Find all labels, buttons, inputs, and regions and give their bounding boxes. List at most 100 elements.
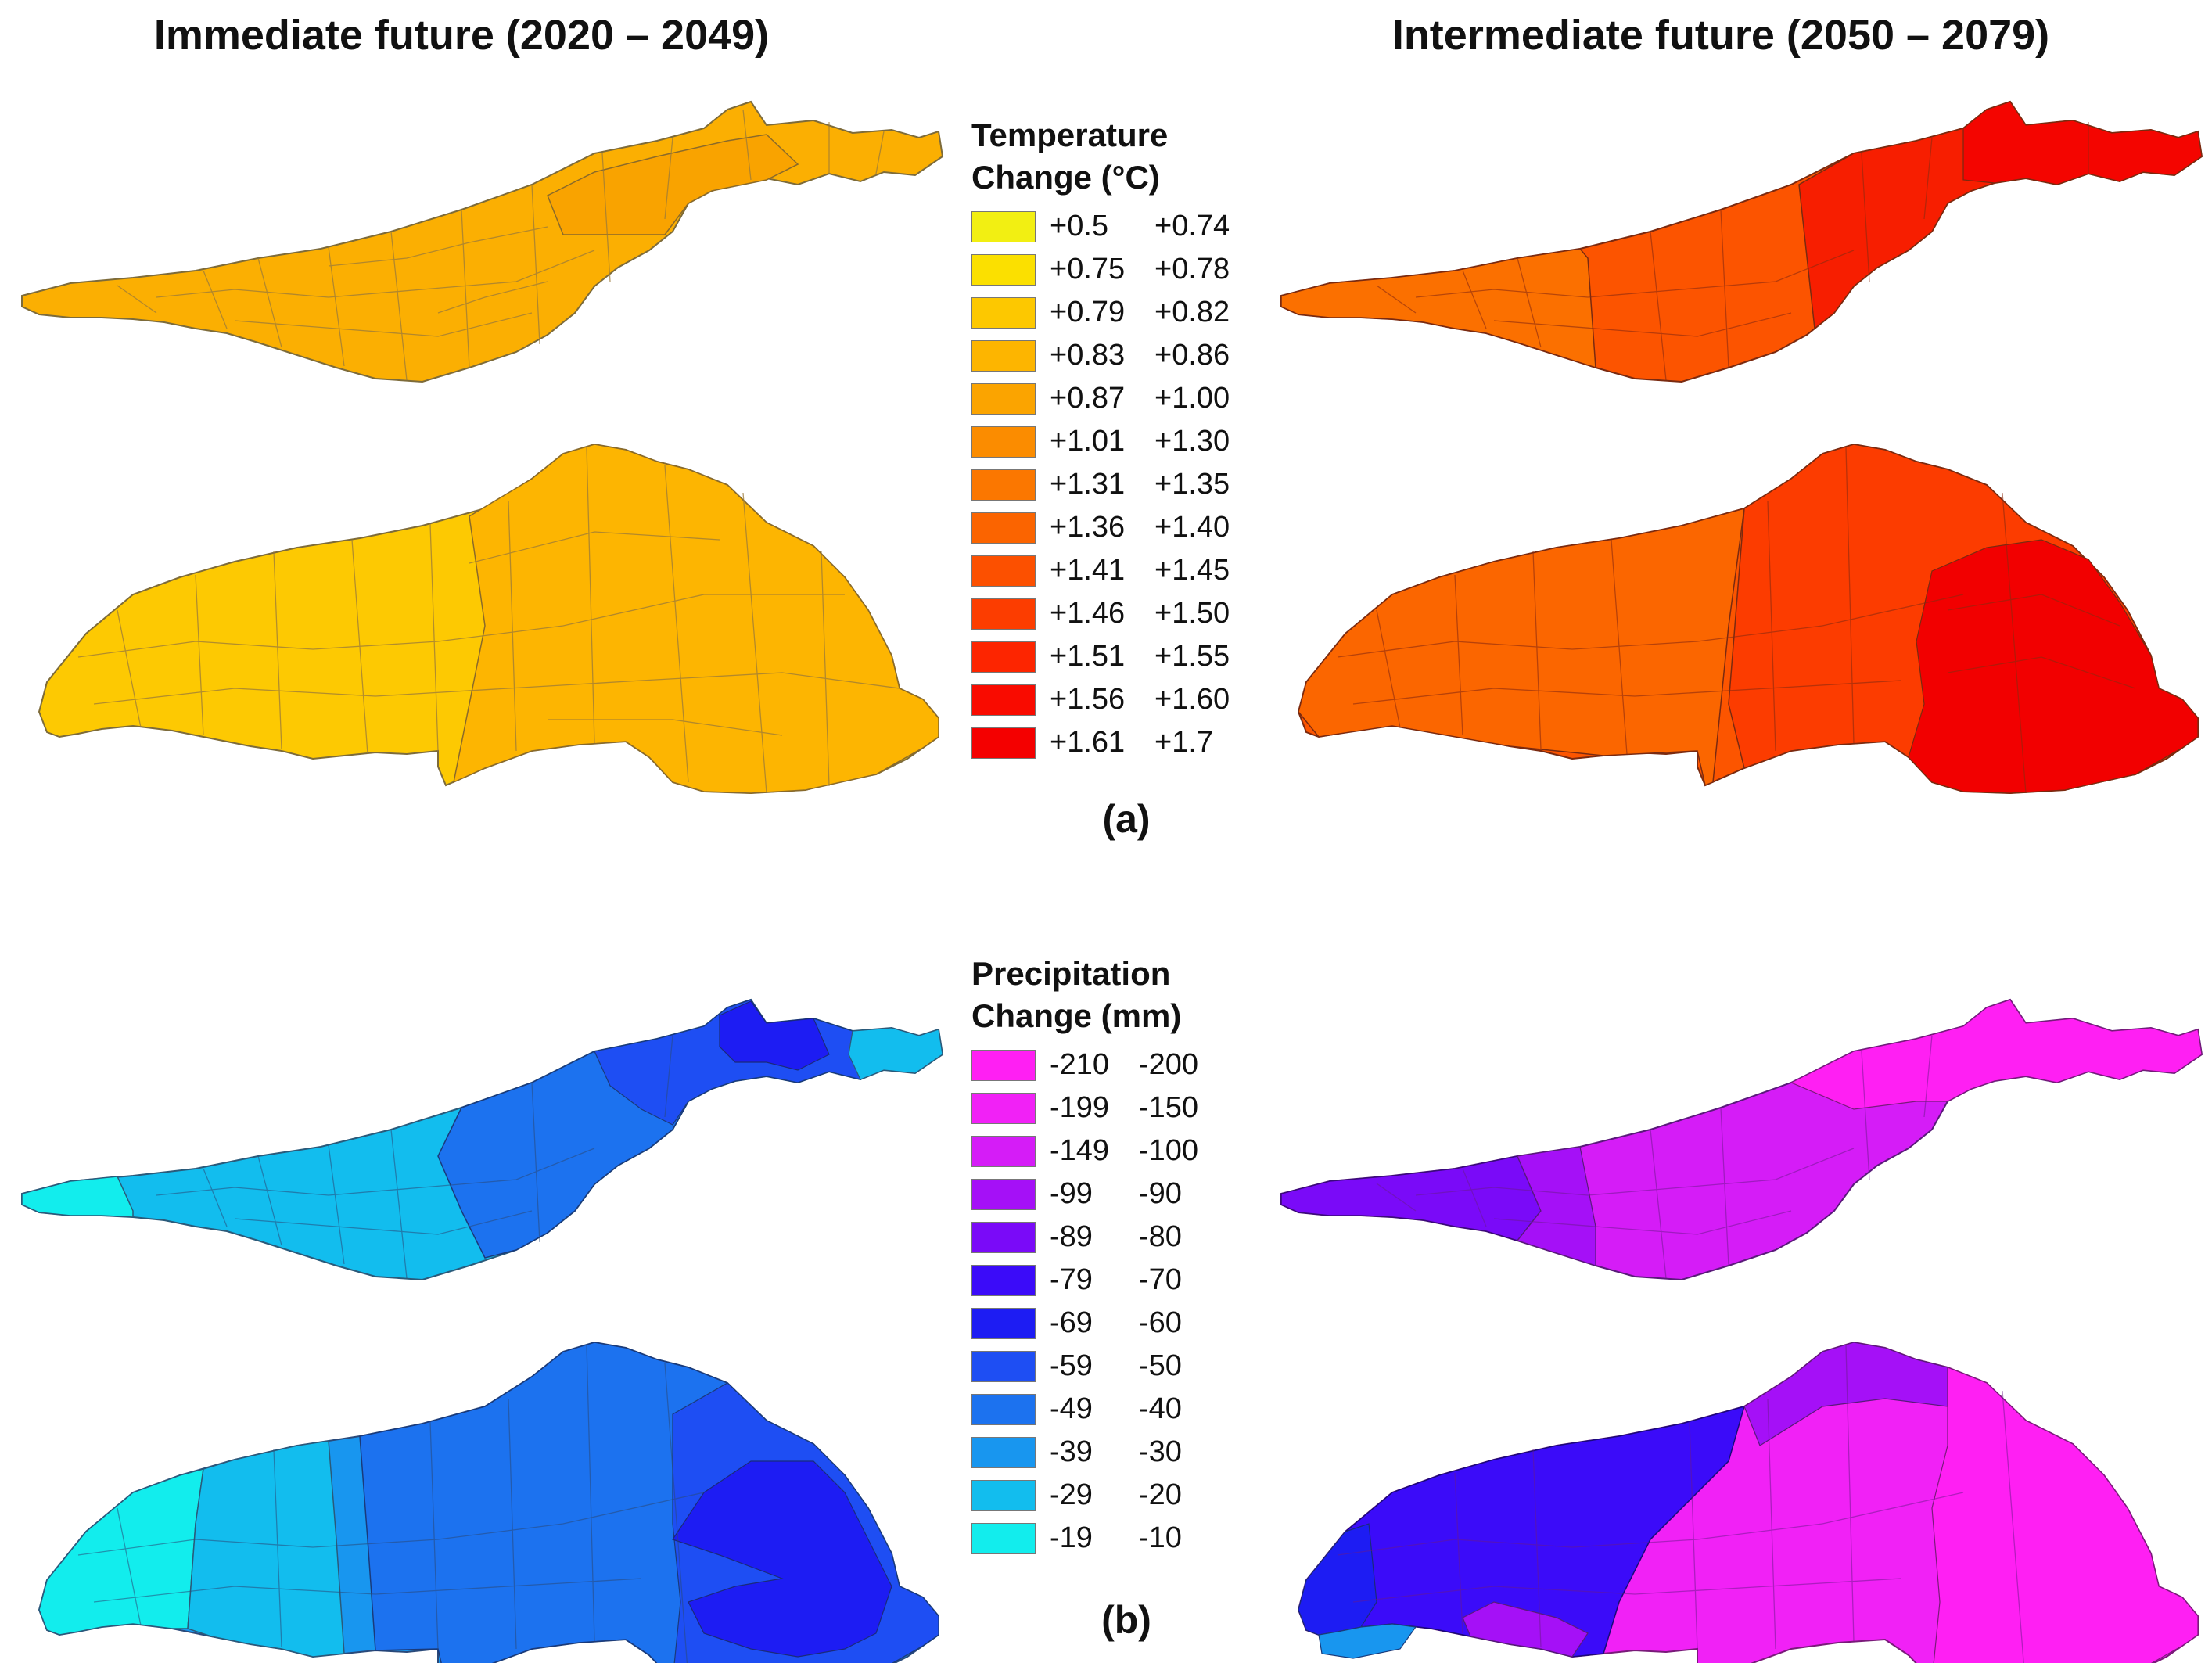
zone-lower-west <box>1298 507 1745 787</box>
zone-lower-southwest <box>1318 1623 1417 1659</box>
legend-class: +0.83 +0.86 <box>971 334 1230 377</box>
basin-lower-precip-intermediate <box>1298 1342 2199 1663</box>
legend-class-low: -69 <box>1050 1306 1093 1339</box>
temperature-legend-title-line1: Temperature <box>971 117 1169 153</box>
legend-swatch <box>971 555 1036 587</box>
legend-swatch <box>971 1307 1036 1339</box>
legend-class-high: +0.82 <box>1154 296 1230 329</box>
map-precipitation-intermediate <box>1280 999 2203 1663</box>
legend-class-low: +1.51 <box>1050 640 1126 673</box>
panel-label-b: (b) <box>1101 1598 1151 1642</box>
legend-class-high: +1.40 <box>1154 511 1230 544</box>
zone-upper-west <box>1280 1155 1542 1241</box>
legend-swatch <box>971 727 1036 759</box>
basin-lower-precip-immediate <box>38 1342 939 1663</box>
zone-upper-east <box>547 134 799 235</box>
zone-lower-southwest-central <box>1462 1601 1589 1658</box>
legend-class-low: -79 <box>1050 1263 1093 1296</box>
legend-class-high: -150 <box>1139 1091 1199 1124</box>
legend-class-low: +0.83 <box>1050 339 1126 372</box>
subbasin-lines <box>77 1345 705 1663</box>
legend-class-high: -60 <box>1139 1306 1182 1339</box>
subbasin-lines <box>77 447 900 794</box>
legend-class-low: -89 <box>1050 1220 1093 1253</box>
legend-class-low: +1.41 <box>1050 554 1126 587</box>
panel-label-a: (a) <box>1102 797 1151 841</box>
legend-class-low: +1.01 <box>1050 425 1126 458</box>
legend-class-low: -210 <box>1050 1048 1110 1081</box>
zone-upper-far-east <box>1962 101 2203 185</box>
legend-class: +0.75 +0.78 <box>971 248 1230 291</box>
legend-class-low: +0.5 <box>1050 210 1109 242</box>
legend-class-high: -200 <box>1139 1048 1199 1081</box>
zone-lower-darkest <box>672 1460 892 1658</box>
title-immediate-future: Immediate future (2020 – 2049) <box>153 12 770 59</box>
legend-swatch <box>971 1479 1036 1511</box>
legend-class-low: +0.87 <box>1050 382 1126 415</box>
legend-class: +1.46 +1.50 <box>971 592 1230 635</box>
legend-class-low: +0.79 <box>1050 296 1126 329</box>
legend-class-high: +0.78 <box>1154 253 1230 286</box>
legend-swatch <box>971 1135 1036 1167</box>
legend-class: -199 -150 <box>971 1087 1198 1130</box>
legend-class: +1.41 +1.45 <box>971 549 1230 592</box>
title-intermediate-future: Intermediate future (2050 – 2079) <box>1391 12 2050 59</box>
zone-upper-east <box>1790 999 2203 1110</box>
legend-swatch <box>971 253 1036 286</box>
legend-class: -69 -60 <box>971 1302 1198 1345</box>
subbasin-lines <box>156 1035 673 1279</box>
legend-class: +1.56 +1.60 <box>971 678 1230 721</box>
legend-class: -19 -10 <box>971 1517 1198 1560</box>
map-temperature-intermediate <box>1280 101 2203 794</box>
temperature-legend: Temperature Change (°C) +0.5 +0.74 +0.75 +0… <box>971 114 1230 764</box>
zone-upper-far-west <box>21 1176 134 1218</box>
legend-class-high: +1.00 <box>1154 382 1230 415</box>
legend-swatch <box>971 684 1036 716</box>
legend-class: +0.5 +0.74 <box>971 205 1230 248</box>
legend-class: -29 -20 <box>971 1474 1198 1517</box>
legend-class-high: -50 <box>1139 1349 1182 1382</box>
legend-class: -99 -90 <box>971 1173 1198 1216</box>
legend-swatch <box>971 641 1036 673</box>
basin-lower-temp-immediate <box>38 444 939 794</box>
legend-swatch <box>971 469 1036 501</box>
legend-class-high: +0.86 <box>1154 339 1230 372</box>
legend-class: +1.61 +1.7 <box>971 721 1230 764</box>
legend-class: -39 -30 <box>971 1431 1198 1474</box>
legend-class: -149 -100 <box>971 1130 1198 1173</box>
legend-class: -79 -70 <box>971 1259 1198 1302</box>
legend-swatch <box>971 1522 1036 1554</box>
legend-class-low: -29 <box>1050 1478 1093 1511</box>
legend-class-high: +1.45 <box>1154 554 1230 587</box>
basin-upper-precip-intermediate <box>1280 999 2203 1280</box>
legend-class: +0.87 +1.00 <box>971 377 1230 420</box>
zone-upper-west <box>1280 248 1596 369</box>
legend-class-low: -199 <box>1050 1091 1110 1124</box>
legend-swatch <box>971 1393 1036 1425</box>
zone-lower-west <box>187 1440 345 1658</box>
zone-lower-east <box>1931 1367 2199 1663</box>
legend-class-low: -149 <box>1050 1134 1110 1167</box>
precipitation-legend-rows: -210 -200 -199 -150 -149 -100 -99 -90 -89 -80 -79-… <box>971 1043 1198 1560</box>
legend-class-low: -99 <box>1050 1177 1093 1210</box>
legend-class-low: -39 <box>1050 1435 1093 1468</box>
legend-class-low: -49 <box>1050 1392 1093 1425</box>
basin-lower-temp-intermediate <box>1298 444 2199 794</box>
subbasin-lines <box>1337 447 2136 794</box>
legend-class: -49 -40 <box>971 1388 1198 1431</box>
subbasin-lines <box>117 109 885 381</box>
map-temperature-immediate <box>21 101 943 794</box>
legend-class-low: +1.61 <box>1050 726 1126 759</box>
legend-class-high: +1.7 <box>1154 726 1214 759</box>
legend-class-high: +1.35 <box>1154 468 1230 501</box>
basin-upper-precip-immediate <box>21 999 943 1280</box>
legend-class-high: +1.50 <box>1154 597 1230 630</box>
legend-class-high: -40 <box>1139 1392 1182 1425</box>
temperature-legend-rows: +0.5 +0.74 +0.75 +0.78 +0.79 +0.82 +0.83 +0.86 +… <box>971 205 1230 764</box>
zone-lower-east <box>452 444 939 794</box>
legend-class-low: +1.31 <box>1050 468 1126 501</box>
legend-swatch <box>971 1436 1036 1468</box>
legend-swatch <box>971 210 1036 242</box>
legend-class-high: -20 <box>1139 1478 1182 1511</box>
